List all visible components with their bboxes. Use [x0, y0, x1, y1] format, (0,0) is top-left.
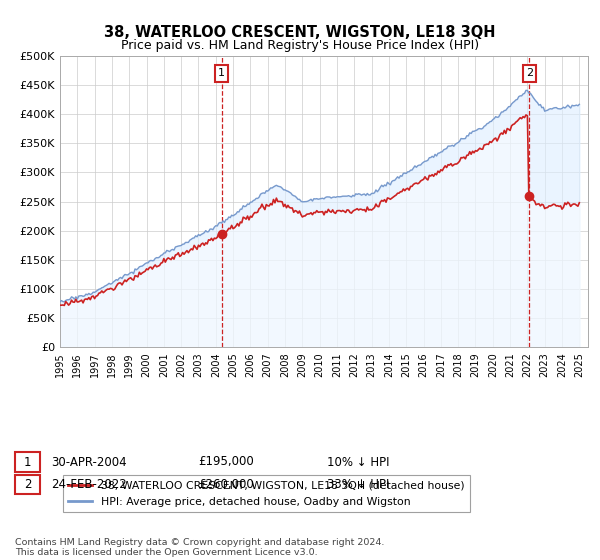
- Text: 2: 2: [24, 478, 31, 491]
- Text: 24-FEB-2022: 24-FEB-2022: [51, 478, 127, 491]
- Text: 10% ↓ HPI: 10% ↓ HPI: [327, 455, 389, 469]
- Text: 1: 1: [24, 455, 31, 469]
- Text: £195,000: £195,000: [198, 455, 254, 469]
- Text: Price paid vs. HM Land Registry's House Price Index (HPI): Price paid vs. HM Land Registry's House …: [121, 39, 479, 52]
- Text: £260,000: £260,000: [198, 478, 254, 491]
- Text: 1: 1: [218, 68, 225, 78]
- Text: 30-APR-2004: 30-APR-2004: [51, 455, 127, 469]
- Text: 33% ↓ HPI: 33% ↓ HPI: [327, 478, 389, 491]
- Text: Contains HM Land Registry data © Crown copyright and database right 2024.
This d: Contains HM Land Registry data © Crown c…: [15, 538, 385, 557]
- Text: 38, WATERLOO CRESCENT, WIGSTON, LE18 3QH: 38, WATERLOO CRESCENT, WIGSTON, LE18 3QH: [104, 25, 496, 40]
- Legend: 38, WATERLOO CRESCENT, WIGSTON, LE18 3QH (detached house), HPI: Average price, d: 38, WATERLOO CRESCENT, WIGSTON, LE18 3QH…: [63, 475, 470, 512]
- Text: 2: 2: [526, 68, 533, 78]
